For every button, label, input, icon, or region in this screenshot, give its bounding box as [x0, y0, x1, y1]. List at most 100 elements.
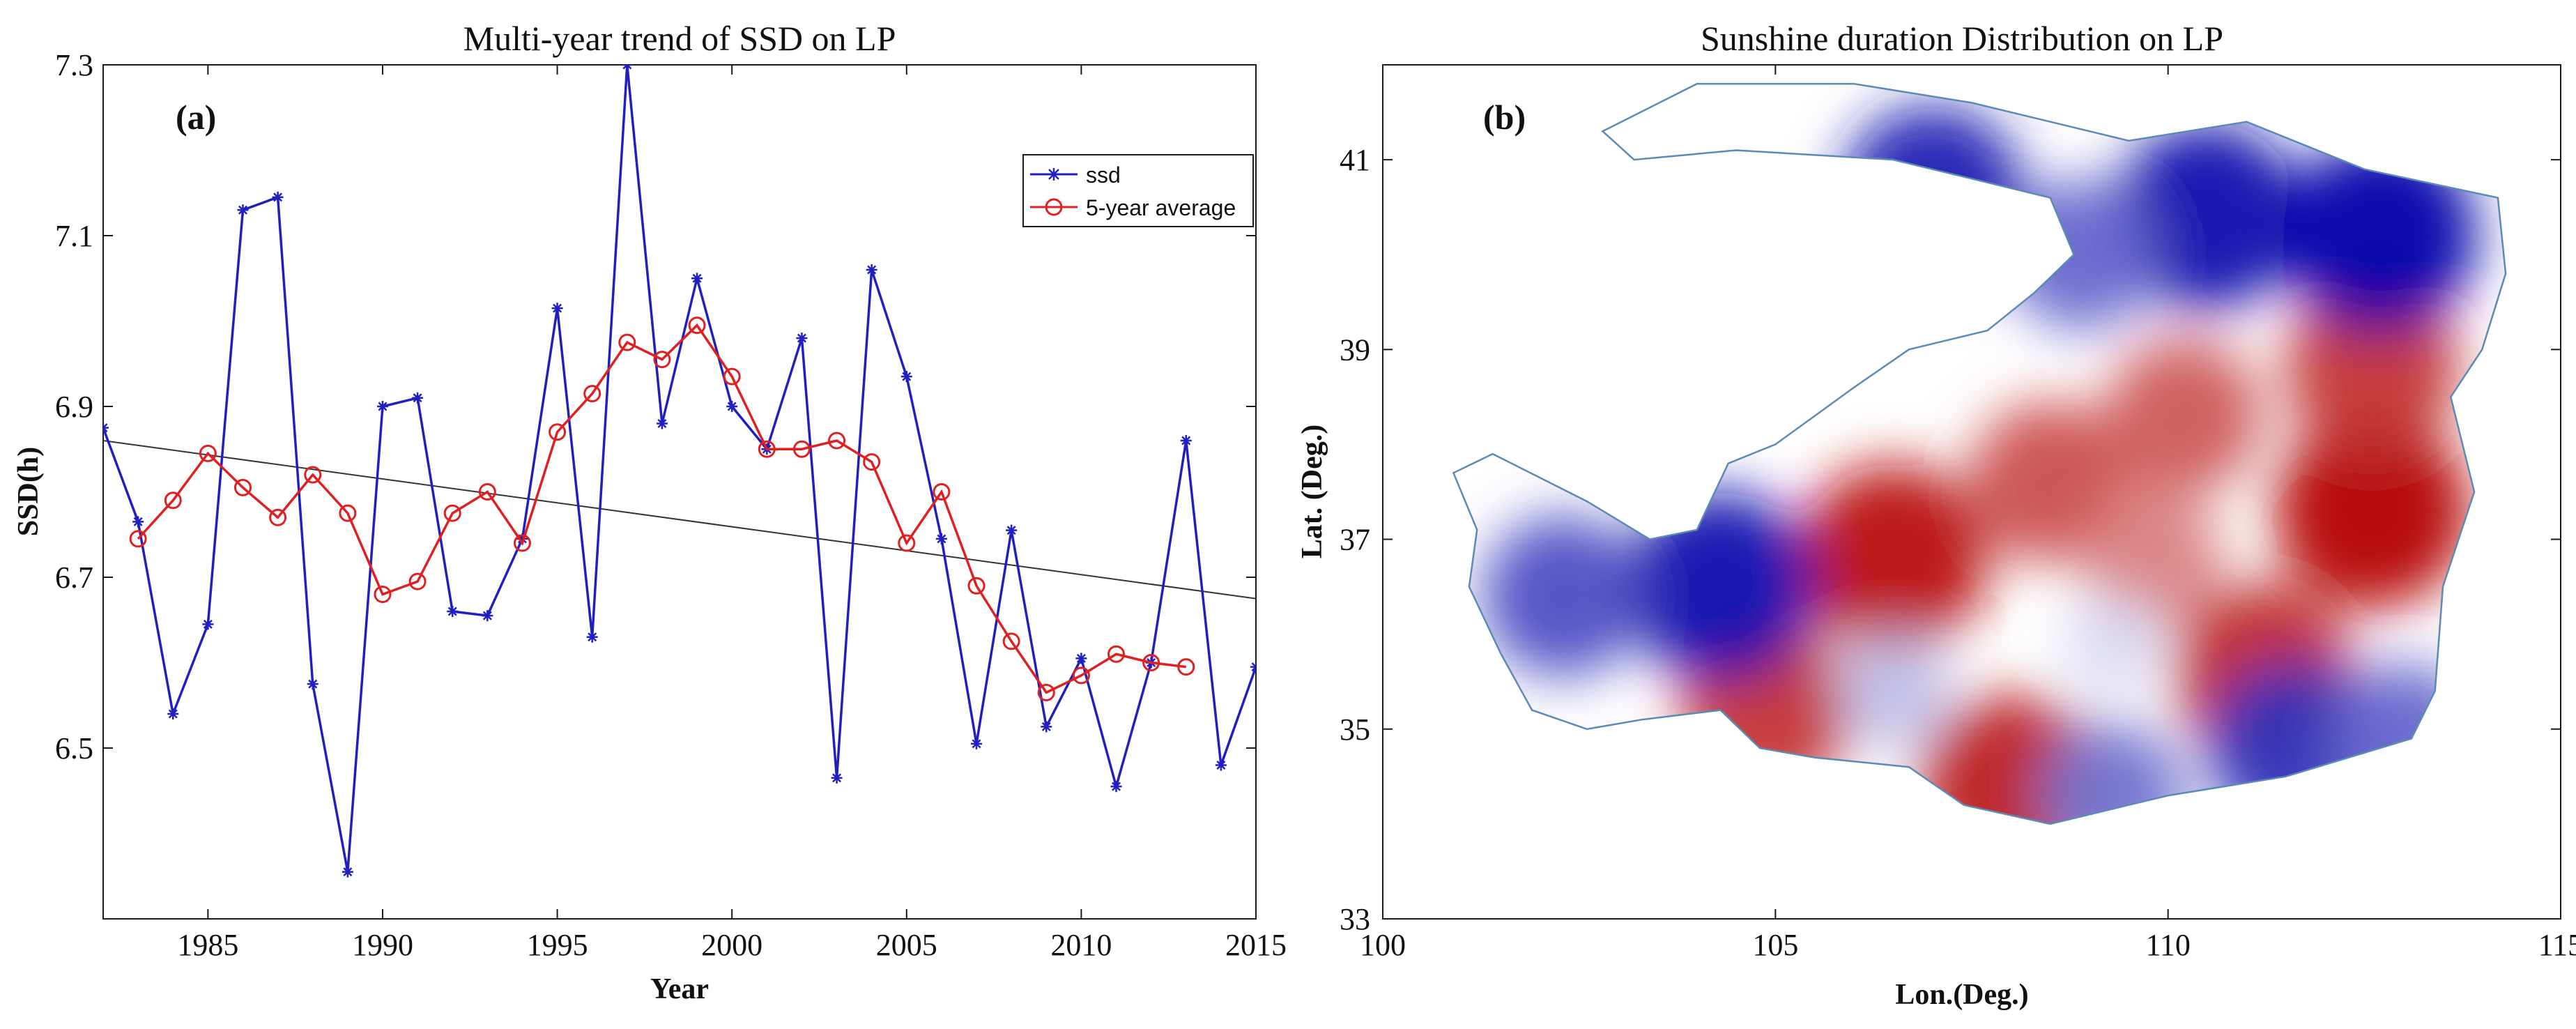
ssd-point-stroke — [692, 273, 702, 283]
ssd-point-stroke — [867, 265, 877, 275]
y-tick-label: 6.5 — [55, 731, 93, 765]
ssd-point-stroke — [168, 709, 178, 719]
y-tick-label: 7.3 — [55, 48, 93, 82]
y-tick-label: 7.1 — [55, 219, 93, 253]
ssd-point-stroke — [273, 192, 283, 202]
ssd-point-stroke — [413, 393, 422, 403]
x-tick-label: 1990 — [352, 928, 413, 962]
ssd-point-stroke — [553, 303, 562, 313]
ssd-point-stroke — [832, 773, 842, 783]
panel-b-x-ticks: 100 105 110 115 — [1360, 65, 2576, 962]
ssd-point-stroke — [378, 402, 388, 411]
avg-point — [443, 504, 461, 522]
avg-point — [723, 367, 741, 386]
x-tick-label: 2010 — [1050, 928, 1112, 962]
avg-point — [583, 385, 601, 403]
ssd-point-stroke — [1041, 722, 1051, 731]
panel-a-series — [103, 65, 1256, 878]
ssd-point — [796, 333, 808, 344]
x-tick-label: 1995 — [527, 928, 588, 962]
avg-point — [758, 440, 776, 458]
x-tick-label: 1985 — [177, 928, 238, 962]
ssd-point-stroke — [657, 419, 667, 428]
avg-point — [863, 453, 881, 471]
avg-point — [828, 432, 846, 450]
avg-point — [1002, 632, 1020, 650]
ssd-point — [1250, 661, 1256, 673]
avg-point — [549, 423, 567, 441]
ssd-point — [586, 631, 598, 643]
field-cell — [1625, 491, 1816, 682]
avg-point — [1107, 645, 1126, 663]
avg-point — [269, 508, 287, 526]
ssd-point — [935, 533, 947, 544]
x-tick-label: 2005 — [876, 928, 937, 962]
avg-point — [653, 351, 671, 369]
avg-point — [933, 483, 951, 501]
legend-ssd-label: ssd — [1086, 162, 1121, 188]
x-tick-label: 110 — [2145, 928, 2190, 962]
legend-box — [1022, 154, 1254, 227]
ssd-point — [831, 772, 843, 784]
ssd-point-stroke — [103, 426, 108, 433]
ssd-point — [1180, 435, 1192, 446]
ssd-point — [691, 273, 703, 284]
ssd-point-stroke — [626, 65, 632, 70]
ssd-point — [376, 401, 388, 412]
avg-point — [792, 440, 811, 458]
panel-b-ylabel: Lat. (Deg.) — [1296, 425, 1328, 558]
y-tick-label: 6.7 — [55, 561, 93, 595]
field-cell — [1969, 401, 2131, 563]
panel-a-line-chart: 6.5 6.7 6.9 7.1 7.3 1985 1990 1995 2000 2005 2010… — [13, 19, 1287, 1005]
y-tick-label: 37 — [1340, 523, 1370, 557]
field-cell — [2274, 413, 2470, 609]
field-cell — [2282, 138, 2478, 333]
ssd-point — [167, 708, 179, 719]
ssd-point-stroke — [1112, 782, 1121, 791]
panel-b-xlabel: Lon.(Deg.) — [1895, 979, 2028, 1011]
field-cell — [2113, 121, 2302, 312]
ssd-point-stroke — [447, 607, 457, 616]
ssd-point — [447, 606, 459, 617]
ssd-point — [132, 516, 144, 528]
avg-point — [199, 444, 217, 462]
ssd-point — [1110, 781, 1122, 793]
field-cell — [1919, 694, 2103, 824]
ssd-point-stroke — [797, 333, 806, 343]
y-tick-label: 6.9 — [55, 390, 93, 424]
avg-point — [898, 534, 916, 552]
field-cell — [2040, 723, 2186, 824]
ssd-point-stroke — [972, 739, 981, 749]
ssd-point-stroke — [1076, 653, 1086, 663]
ssd-point-stroke — [1006, 526, 1016, 535]
ssd-point — [272, 191, 284, 203]
avg-point — [1177, 658, 1195, 676]
legend-ssd-marker — [1048, 168, 1060, 181]
ssd-point-stroke — [937, 534, 946, 544]
ssd-point — [1075, 653, 1087, 664]
field-cell — [2062, 593, 2163, 694]
ssd-point — [1041, 721, 1052, 733]
panel-b-y-ticks: 33 35 37 39 41 — [1340, 143, 2561, 936]
panel-b-heatmap: 33 35 37 39 41 100 105 110 115 Sunshine duratio… — [1296, 19, 2576, 1011]
panel-b-label: (b) — [1483, 98, 1526, 137]
avg-line — [137, 323, 1186, 694]
y-tick-label: 33 — [1340, 902, 1370, 936]
avg-point — [374, 586, 392, 603]
panel-a-title: Multi-year trend of SSD on LP — [463, 19, 896, 58]
ssd-point-stroke — [1251, 662, 1256, 669]
ssd-point — [307, 678, 319, 690]
ssd-point-stroke — [1181, 436, 1191, 445]
avg-point — [164, 491, 182, 510]
ssd-point — [103, 422, 109, 434]
avg-point — [1072, 666, 1090, 685]
ssd-point-stroke — [308, 679, 318, 689]
y-tick-label: 35 — [1340, 712, 1370, 747]
ssd-point — [412, 392, 424, 404]
panel-a-ylabel: SSD(h) — [13, 447, 45, 536]
legend-avg-label: 5-year average — [1086, 195, 1236, 220]
ssd-point-stroke — [622, 65, 629, 70]
ssd-point — [202, 618, 214, 630]
avg-point — [688, 317, 706, 335]
